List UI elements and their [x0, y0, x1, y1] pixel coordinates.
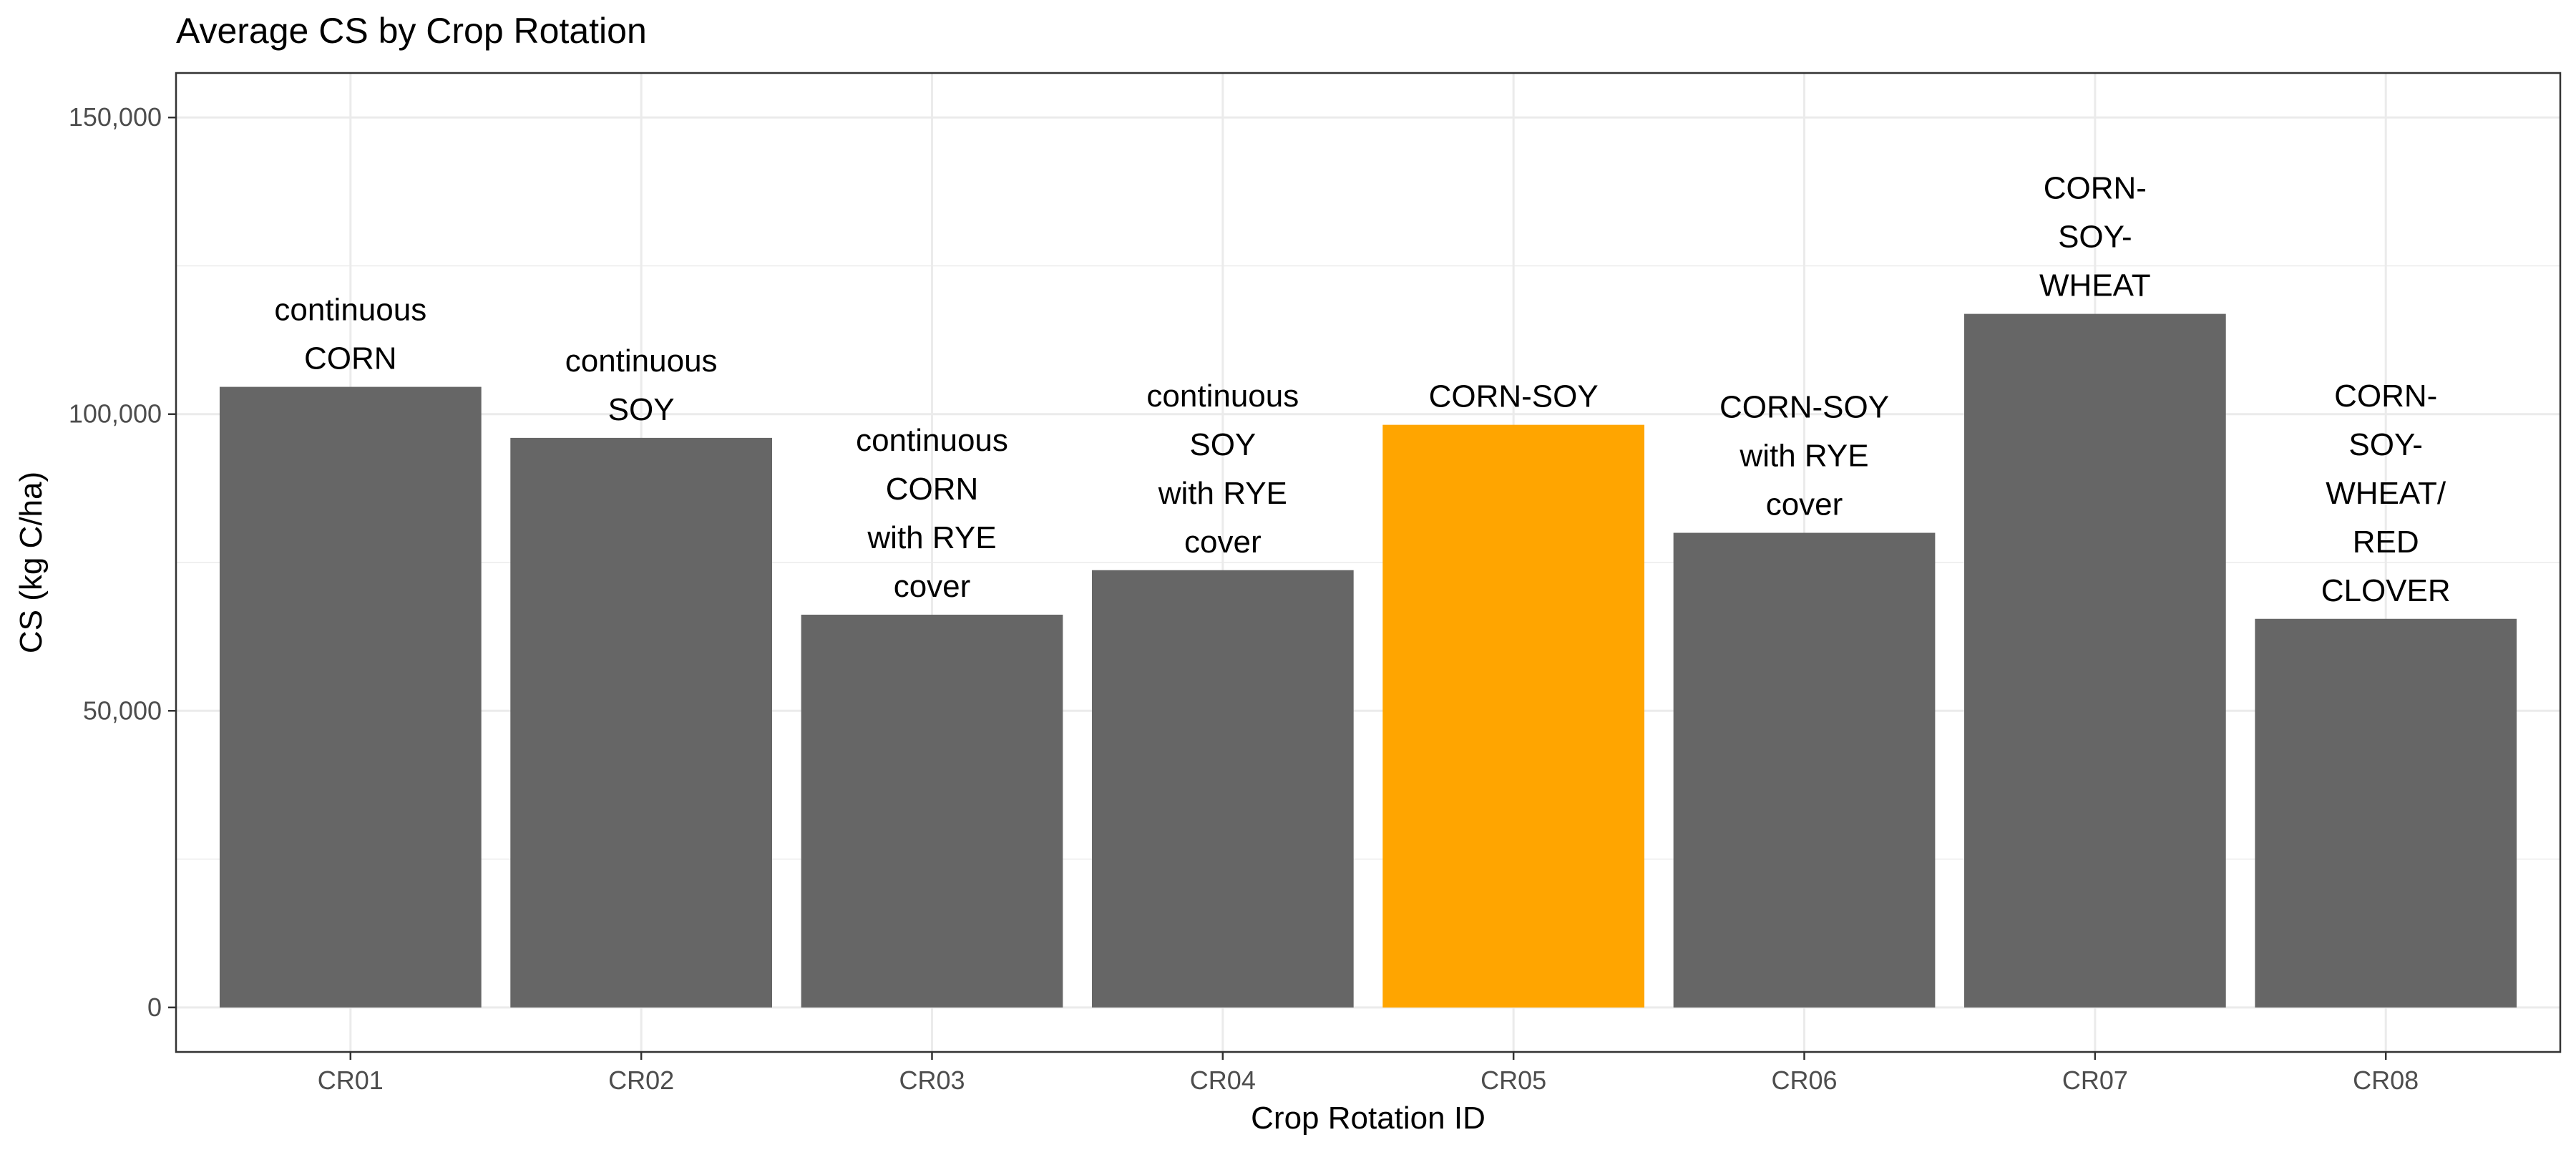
- x-tick-label: CR03: [899, 1066, 965, 1095]
- y-tick-label: 150,000: [69, 102, 162, 132]
- bar-label-line: with RYE: [867, 520, 996, 555]
- bar-cr05: [1382, 424, 1645, 1008]
- chart-title: Average CS by Crop Rotation: [176, 11, 647, 51]
- y-axis: 0 50,000 100,000 150,000: [69, 102, 176, 1022]
- bar-label-line: CORN-: [2044, 171, 2147, 206]
- x-tick-label: CR05: [1480, 1066, 1546, 1095]
- bar-label-line: continuous: [856, 423, 1008, 458]
- x-tick-label: CR06: [1771, 1066, 1837, 1095]
- bar-label-line: CORN-SOY: [1429, 379, 1599, 414]
- bar-label-line: CORN: [886, 472, 979, 507]
- bar-label-line: cover: [1766, 487, 1843, 522]
- bar-cr07: [1964, 313, 2226, 1008]
- x-tick-label: CR07: [2062, 1066, 2128, 1095]
- bar-cr02: [510, 437, 772, 1008]
- bar-label-line: WHEAT/: [2326, 476, 2446, 511]
- x-tick-label: CR08: [2353, 1066, 2419, 1095]
- bar-labels: continuous CORN continuous SOY continuous COR…: [274, 171, 2450, 608]
- bar-label-cr06: CORN-SOY with RYE cover: [1719, 390, 1889, 522]
- bar-label-line: RED: [2353, 525, 2419, 560]
- bar-label-line: continuous: [274, 293, 426, 328]
- bar-label-line: SOY: [1189, 427, 1256, 462]
- bar-label-cr02: continuous SOY: [565, 343, 718, 427]
- bar-cr04: [1091, 570, 1354, 1008]
- bar-cr06: [1673, 532, 1936, 1008]
- y-tick-label: 100,000: [69, 399, 162, 429]
- bars: [219, 313, 2517, 1008]
- bar-label-cr05: CORN-SOY: [1429, 379, 1599, 414]
- x-axis: CR01 CR02 CR03 CR04 CR05 CR06 CR07 CR08: [318, 1052, 2419, 1095]
- bar-label-line: cover: [894, 569, 971, 604]
- bar-label-line: CORN-: [2334, 379, 2437, 414]
- panel-border: [175, 72, 2562, 1053]
- bar-cr03: [801, 614, 1063, 1008]
- bar-label-line: CORN-SOY: [1719, 390, 1889, 425]
- bar-label-line: continuous: [1146, 379, 1299, 414]
- bar-label-line: SOY-: [2058, 220, 2132, 255]
- bar-cr01: [219, 386, 482, 1008]
- bar-label-line: cover: [1184, 525, 1262, 560]
- y-tick-label: 0: [147, 993, 162, 1022]
- bar-label-cr01: continuous CORN: [274, 293, 426, 376]
- y-axis-title: CS (kg C/ha): [14, 472, 49, 653]
- bar-label-cr08: CORN- SOY- WHEAT/RED CLOVER: [2321, 379, 2451, 608]
- x-tick-label: CR02: [608, 1066, 674, 1095]
- bar-label-line: with RYE: [1739, 439, 1868, 474]
- x-axis-title: Crop Rotation ID: [1251, 1101, 1485, 1136]
- bar-label-line: CLOVER: [2321, 573, 2451, 608]
- x-tick-label: CR04: [1190, 1066, 1256, 1095]
- bar-label-line: WHEAT: [2039, 268, 2151, 303]
- bar-label-line: with RYE: [1158, 476, 1287, 511]
- bar-label-cr03: continuous CORN with RYE cover: [856, 423, 1008, 604]
- bar-cr08: [2255, 618, 2517, 1008]
- bar-label-line: SOY: [608, 392, 675, 427]
- bar-label-line: SOY-: [2348, 427, 2423, 462]
- bar-label-cr04: continuous SOY with RYE cover: [1146, 379, 1299, 560]
- y-tick-label: 50,000: [83, 696, 162, 725]
- x-tick-label: CR01: [318, 1066, 384, 1095]
- bar-label-cr07: CORN- SOY- WHEAT: [2039, 171, 2151, 303]
- bar-label-line: CORN: [304, 341, 397, 376]
- bar-label-line: continuous: [565, 343, 718, 379]
